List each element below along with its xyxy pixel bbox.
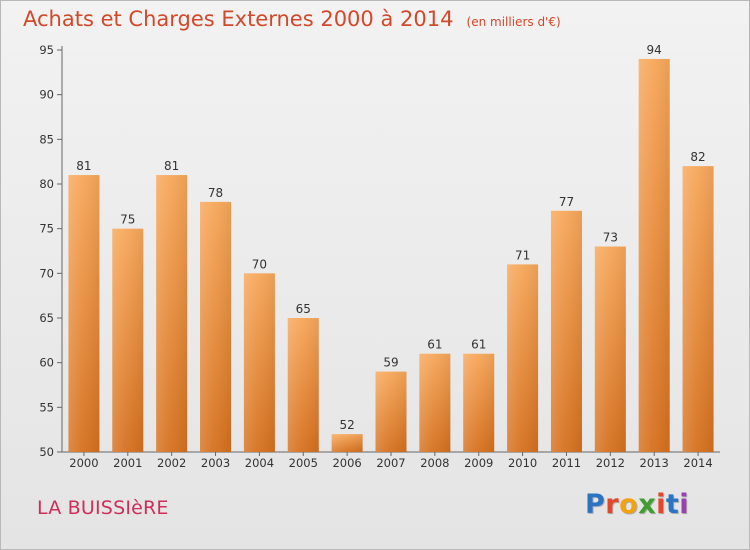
commune-name: LA BUISSIèRE: [37, 497, 169, 519]
data-label-2013: 94: [647, 43, 662, 57]
bar-shine-2006: [331, 434, 363, 452]
bar-shine-2000: [68, 175, 100, 453]
x-tick-label: 2001: [113, 456, 142, 470]
y-tick-label: 75: [39, 222, 54, 236]
data-label-2004: 70: [252, 257, 267, 271]
x-tick-label: 2006: [332, 456, 361, 470]
y-tick-label: 65: [39, 311, 54, 325]
x-tick-label: 2013: [640, 456, 669, 470]
y-tick-label: 90: [39, 88, 54, 102]
logo-letter: P: [585, 489, 606, 520]
y-tick-label: 50: [39, 445, 54, 459]
data-label-2009: 61: [471, 338, 486, 352]
data-label-2007: 59: [383, 356, 398, 370]
y-tick-label: 60: [39, 356, 54, 370]
title-row: Achats et Charges Externes 2000 à 2014 (…: [23, 7, 561, 31]
bar-shine-2013: [638, 58, 670, 452]
data-labels: 81 75 81 78 70 65 52 59 61 61 71 77 73 94 82: [76, 43, 705, 432]
logo-letter: i: [679, 489, 690, 520]
x-tick-label: 2005: [289, 456, 318, 470]
y-tick-label: 85: [39, 132, 54, 146]
data-label-2002: 81: [164, 159, 179, 173]
chart-title: Achats et Charges Externes 2000 à 2014: [23, 7, 454, 31]
chart-subtitle: (en milliers d'€): [466, 15, 561, 29]
x-tick-label: 2014: [683, 456, 712, 470]
x-tick-label: 2008: [420, 456, 449, 470]
data-label-2003: 78: [208, 186, 223, 200]
x-tick-label: 2000: [69, 456, 98, 470]
data-label-2000: 81: [76, 159, 91, 173]
y-tick-label: 80: [39, 177, 54, 191]
bar-shine-2004: [243, 273, 275, 452]
bar-shine-2008: [419, 353, 451, 452]
data-label-2008: 61: [427, 338, 442, 352]
bar-shine-2001: [112, 228, 144, 452]
bar-shine-2012: [594, 246, 626, 452]
data-label-2006: 52: [339, 418, 354, 432]
bar-shine-2007: [375, 371, 407, 452]
data-label-2011: 77: [559, 195, 574, 209]
logo-letter: r: [605, 489, 620, 520]
x-tick-label: 2012: [596, 456, 625, 470]
logo-letter: o: [619, 489, 639, 520]
data-label-2005: 65: [296, 302, 311, 316]
bar-shine-2009: [463, 353, 495, 452]
x-tick-label: 2002: [157, 456, 186, 470]
bar-shine-2014: [682, 166, 714, 452]
x-tick-label: 2003: [201, 456, 230, 470]
logo-letter: x: [638, 489, 657, 520]
data-label-2001: 75: [120, 213, 135, 227]
y-tick-label: 95: [39, 43, 54, 57]
bar-shine-2005: [287, 318, 319, 452]
bars: [68, 58, 714, 453]
x-tick-label: 2004: [245, 456, 274, 470]
logo-letter: t: [665, 489, 680, 520]
x-tick-label: 2010: [508, 456, 537, 470]
y-tick-label: 70: [39, 266, 54, 280]
bar-shine-2002: [156, 175, 188, 453]
bar-shine-2011: [550, 210, 582, 452]
x-tick-label: 2007: [376, 456, 405, 470]
x-tick-label: 2011: [552, 456, 581, 470]
logo-letter: i: [656, 489, 666, 520]
data-label-2012: 73: [603, 231, 618, 245]
data-label-2014: 82: [690, 150, 705, 164]
data-label-2010: 71: [515, 248, 530, 262]
x-tick-label: 2009: [464, 456, 493, 470]
axes: 50 55 60 65 70 75 80 85 90 95 2000 2001 2002 2003 2004…: [39, 43, 720, 470]
proxiti-logo[interactable]: Proxiti: [585, 489, 689, 520]
bar-shine-2003: [200, 201, 232, 452]
bar-shine-2010: [507, 264, 539, 452]
y-tick-label: 55: [39, 400, 54, 414]
